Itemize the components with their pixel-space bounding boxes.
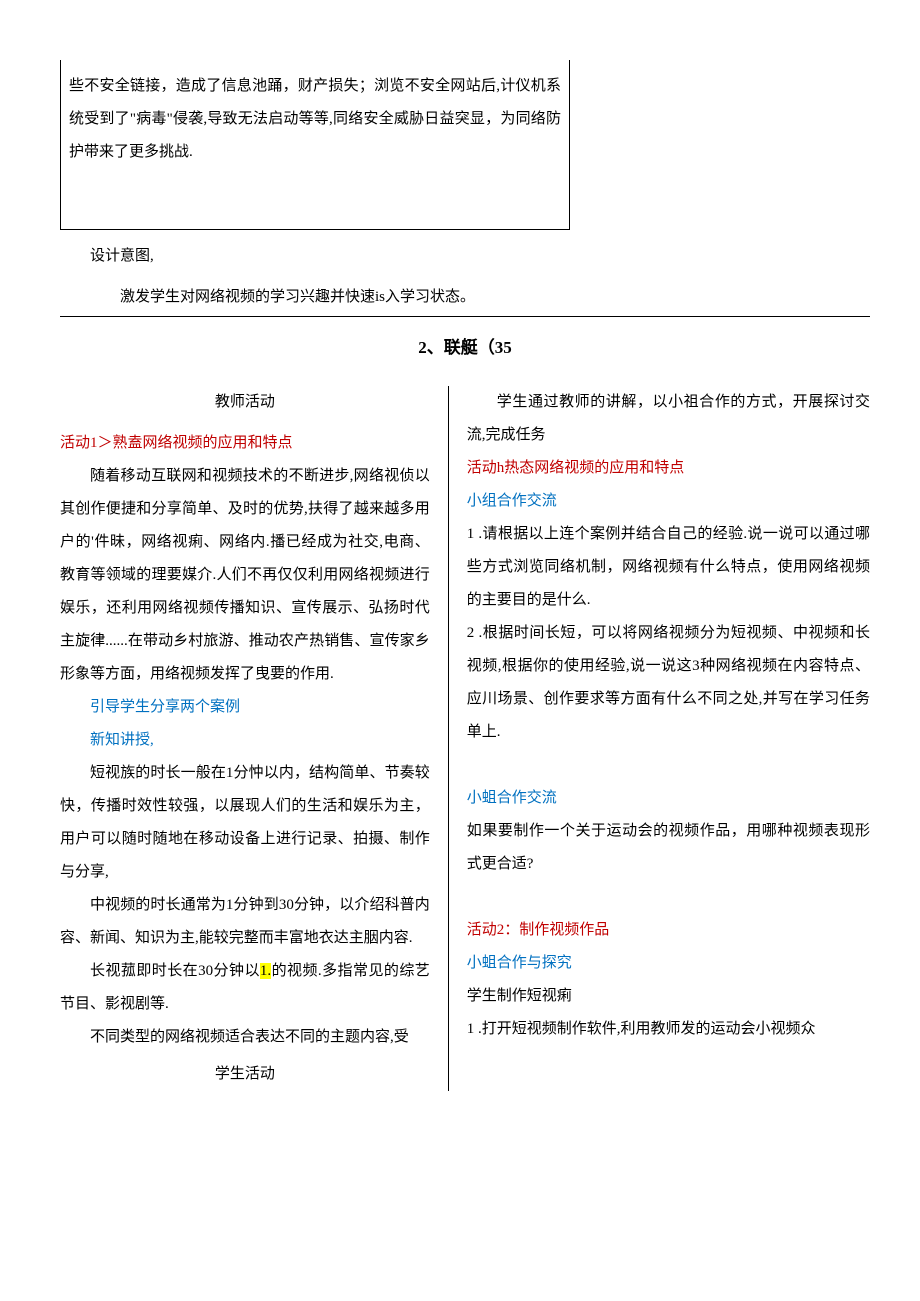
top-box-text: 些不安全链接，造成了信息池踊，财产损失；浏览不安全网站后,计仪机系统受到了"病毒…	[69, 70, 561, 169]
right-intro: 学生通过教师的讲解，以小祖合作的方式，开展探讨交流,完成任务	[467, 386, 870, 452]
right-q2: 2 .根据时间长短，可以将网络视频分为短视频、中视频和长视频,根据你的使用经验,…	[467, 617, 870, 749]
activity1-title: 活动1＞熟盍网络视频的应用和特点	[60, 427, 430, 460]
student-activity-label: 学生活动	[60, 1058, 430, 1091]
left-p5: 不同类型的网络视频适合表达不同的主题内容,受	[60, 1021, 430, 1054]
left-p2: 短视族的时长一般在1分忡以内，结构简单、节奏较快，传播时效性较强，以展现人们的生…	[60, 757, 430, 889]
design-intent-content: 激发学生对网络视频的学习兴趣并快速is入学习状态。	[60, 281, 870, 317]
two-column-layout: 教师活动 活动1＞熟盍网络视频的应用和特点 随着移动互联网和视频技术的不断进步,…	[60, 386, 870, 1091]
section-title: 2、联艇（35	[60, 329, 870, 366]
group-coop-1: 小组合作交流	[467, 485, 870, 518]
teach-label: 新知讲授,	[60, 724, 430, 757]
top-info-box: 些不安全链接，造成了信息池踊，财产损失；浏览不安全网站后,计仪机系统受到了"病毒…	[60, 60, 570, 230]
right-q1: 1 .请根据以上连个案例并结合自己的经验.说一说可以通过哪些方式浏览同络机制，网…	[467, 518, 870, 617]
left-column: 教师活动 活动1＞熟盍网络视频的应用和特点 随着移动互联网和视频技术的不断进步,…	[60, 386, 449, 1091]
right-task: 学生制作短视痢	[467, 980, 870, 1013]
left-p1: 随着移动互联网和视频技术的不断进步,网络视侦以其创作便捷和分享简单、及时的优势,…	[60, 460, 430, 691]
p4-highlight: 1.	[260, 963, 271, 979]
guide-text: 引导学生分享两个案例	[60, 691, 430, 724]
right-q4: 1 .打开短视频制作软件,利用教师发的运动会小视频众	[467, 1013, 870, 1046]
right-q3: 如果要制作一个关于运动会的视频作品，用哪种视频表现形式更合适?	[467, 815, 870, 881]
right-column: 学生通过教师的讲解，以小祖合作的方式，开展探讨交流,完成任务 活动h热态网络视频…	[449, 386, 870, 1091]
design-intent-label: 设计意图,	[60, 240, 870, 273]
group-coop-2: 小蛆合作交流	[467, 782, 870, 815]
right-activity1: 活动h热态网络视频的应用和特点	[467, 452, 870, 485]
right-activity2: 活动2：制作视频作品	[467, 914, 870, 947]
p4-part-a: 长视菰即时长在30分钟以	[90, 963, 260, 979]
left-p3: 中视频的时长通常为1分钟到30分钟，以介绍科普内容、新闻、知识为主,能较完整而丰…	[60, 889, 430, 955]
teacher-activity-label: 教师活动	[60, 386, 430, 419]
left-p4: 长视菰即时长在30分钟以1.的视频.多指常见的综艺节目、影视剧等.	[60, 955, 430, 1021]
group-coop-3: 小蛆合作与探究	[467, 947, 870, 980]
